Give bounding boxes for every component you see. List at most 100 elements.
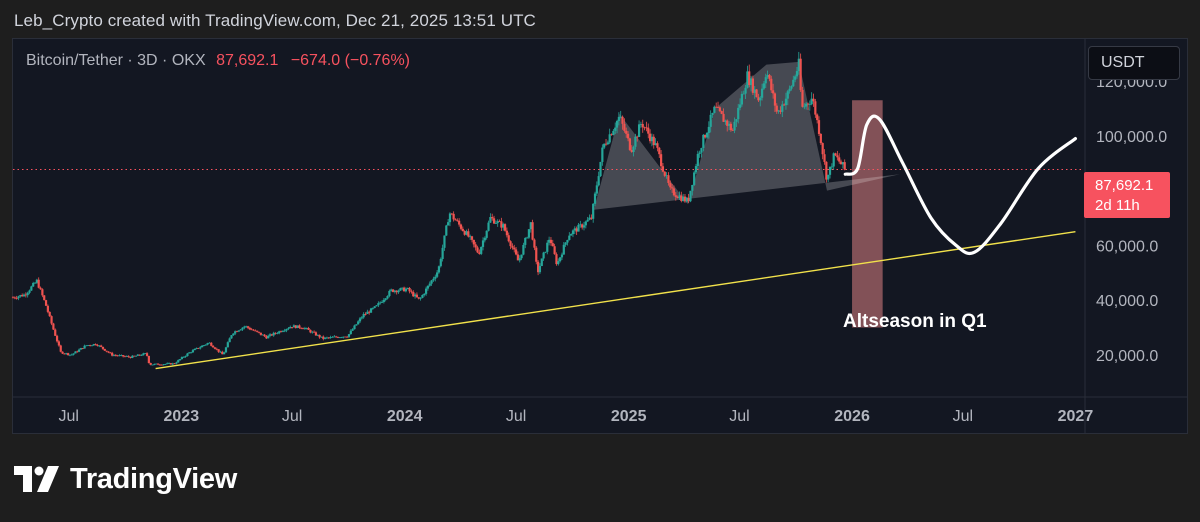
candle-body [223, 352, 226, 355]
x-tick-label: 2024 [387, 408, 423, 425]
candle-body [740, 93, 743, 105]
candle-body [832, 153, 835, 167]
candle-body [709, 114, 712, 127]
candle-body [566, 239, 569, 243]
candle-body [133, 355, 136, 357]
candle-body [827, 174, 830, 180]
candle-body [325, 337, 329, 339]
candle-body [582, 225, 586, 228]
candle-body [652, 136, 655, 146]
candle-body [177, 360, 180, 363]
candle-body [634, 136, 637, 147]
candle-body [639, 123, 643, 125]
candle-body [498, 221, 501, 222]
candle-body [171, 363, 174, 365]
candle-body [623, 123, 626, 131]
candle-body [760, 88, 764, 98]
candle-body [206, 343, 209, 345]
candle-body [795, 71, 799, 77]
candle-body [87, 345, 90, 346]
candle-body [478, 252, 481, 254]
candle-body [327, 337, 330, 339]
candle-body [28, 290, 31, 293]
candle-body [193, 348, 196, 351]
candle-body [590, 217, 593, 219]
candle-body [362, 313, 365, 318]
candle-body [733, 121, 736, 131]
candle-body [404, 288, 408, 292]
candle-body [805, 103, 808, 107]
candle-body [50, 316, 53, 324]
candle-body [109, 352, 112, 354]
candle-body [48, 311, 51, 317]
candle-body [548, 239, 551, 243]
candle-body [839, 161, 843, 165]
candle-body [821, 143, 824, 155]
candle-body [546, 242, 549, 252]
candle-body [226, 342, 229, 348]
candle-body [167, 363, 171, 364]
candle-body [481, 240, 485, 247]
candle-body [524, 237, 527, 245]
candle-body [722, 113, 725, 122]
candle-body [770, 78, 773, 91]
candle-body [263, 334, 266, 337]
candle-body [694, 166, 698, 173]
currency-button[interactable]: USDT [1088, 46, 1180, 80]
candle-body [434, 276, 437, 279]
candle-body [604, 143, 608, 145]
candle-body [283, 330, 286, 332]
candle-body [841, 162, 844, 165]
candle-body [503, 224, 507, 231]
symbol-legend: Bitcoin/Tether · 3D · OKX 87,692.1 −674.… [26, 52, 410, 70]
candle-body [324, 337, 327, 339]
candle-body [735, 119, 738, 122]
candle-body [397, 290, 400, 293]
candle-body [232, 333, 235, 336]
candle-body [428, 283, 431, 286]
candle-body [285, 329, 288, 331]
candle-body [43, 295, 46, 301]
candle-body [784, 98, 788, 106]
y-tick-label: 100,000.0 [1096, 129, 1167, 146]
candle-body [645, 127, 648, 129]
candle-body [243, 326, 246, 328]
candle-body [241, 327, 244, 330]
candle-body [683, 196, 687, 202]
candle-body [560, 254, 564, 258]
candle-body [100, 345, 103, 347]
candle-body [66, 353, 70, 356]
candle-body [46, 305, 49, 312]
candle-body [267, 335, 270, 339]
candle-body [296, 325, 299, 329]
candle-body [447, 222, 450, 226]
candle-body [527, 229, 531, 238]
candle-body [338, 337, 341, 339]
candle-body [823, 154, 826, 162]
candle-body [650, 136, 654, 142]
candle-body [59, 345, 62, 352]
candle-body [551, 243, 554, 247]
candle-body [256, 330, 259, 332]
candle-body [274, 332, 277, 334]
candle-body [180, 357, 184, 360]
candle-body [458, 220, 461, 225]
candle-body [81, 348, 84, 349]
candle-body [557, 261, 560, 265]
candle-body [621, 116, 624, 124]
candle-body [294, 325, 297, 329]
candle-body [790, 86, 793, 89]
candle-body [204, 344, 207, 346]
candle-body [511, 246, 514, 248]
candle-body [612, 130, 615, 136]
candle-body [663, 171, 666, 176]
candle-body [525, 237, 529, 239]
candle-body [17, 296, 20, 299]
candle-body [85, 345, 88, 347]
candle-body [777, 110, 780, 112]
candle-body [419, 297, 422, 299]
candle-body [577, 224, 580, 232]
candle-body [393, 290, 396, 292]
candle-body [682, 196, 685, 201]
